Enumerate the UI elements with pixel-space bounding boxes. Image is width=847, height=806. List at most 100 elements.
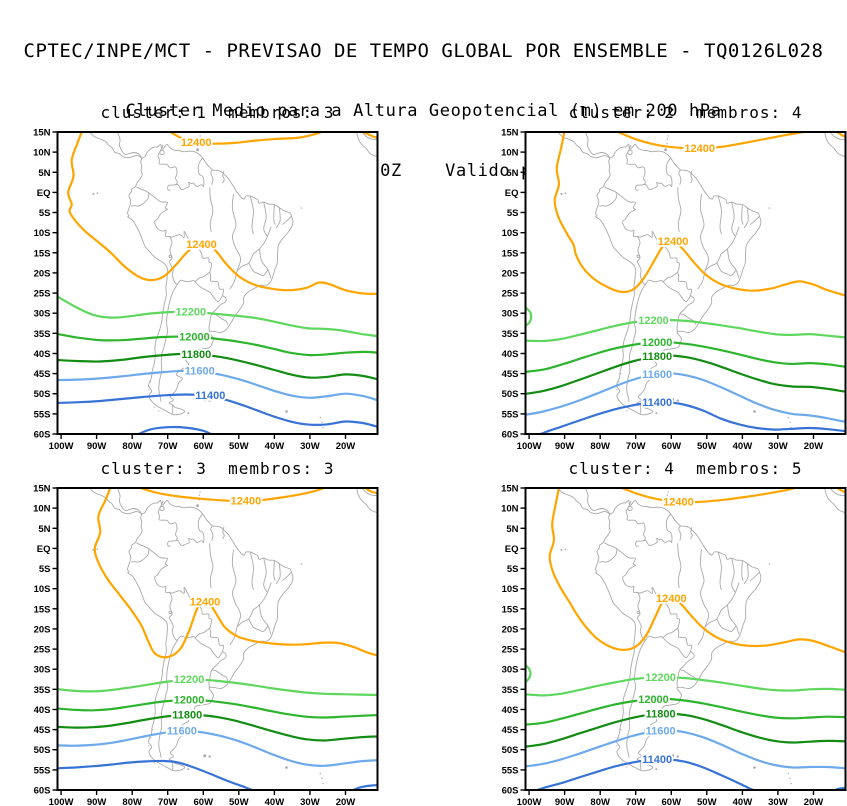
country-border xyxy=(677,627,693,652)
contour-label-11800: 11800 xyxy=(642,351,672,363)
country-border xyxy=(281,571,292,581)
country-border xyxy=(158,283,179,402)
country-border xyxy=(89,132,143,159)
contour-label-12400: 12400 xyxy=(663,497,694,509)
contour-11200 xyxy=(136,425,214,434)
panel-cluster-1: cluster: 1 membros: 3 12400 12400 12200 120… xyxy=(24,98,382,450)
lat-label: 35S xyxy=(502,329,519,340)
island-dot xyxy=(617,399,619,401)
contour-12000 xyxy=(525,697,846,726)
lat-label: 55S xyxy=(502,765,519,776)
country-border xyxy=(824,132,846,158)
island-dot xyxy=(300,207,303,209)
island-dot xyxy=(153,762,155,764)
lon-label: 20W xyxy=(336,441,356,450)
contour-label-12400: 12400 xyxy=(181,137,212,149)
south-america-coastline xyxy=(127,500,294,772)
island-dot xyxy=(321,777,323,779)
island-dot xyxy=(676,399,679,402)
country-border xyxy=(168,236,173,263)
lon-label: 50W xyxy=(229,441,249,450)
lon-label: 100W xyxy=(517,797,542,806)
lat-label: 10N xyxy=(501,504,519,515)
island-dot xyxy=(666,494,669,496)
lat-label: 30S xyxy=(502,309,519,320)
country-border xyxy=(665,157,673,187)
contour-label-11400: 11400 xyxy=(642,397,672,409)
panel-title-cluster-1: cluster: 1 membros: 3 xyxy=(100,103,335,122)
country-border xyxy=(643,537,672,547)
country-border xyxy=(168,592,173,619)
country-border xyxy=(727,248,740,279)
map-frame xyxy=(524,487,847,791)
south-america-coastline xyxy=(595,500,762,772)
lon-label: 60W xyxy=(194,797,214,806)
contour-11800 xyxy=(57,352,378,381)
contour-labels: 12400 12400 12200 12000 11800 11600 xyxy=(165,494,263,740)
map-geography xyxy=(557,488,846,772)
island-dot xyxy=(158,410,160,412)
contour-lines xyxy=(57,132,378,434)
lat-label: 25S xyxy=(34,645,51,656)
lat-label: 5S xyxy=(507,208,519,219)
country-border xyxy=(677,187,682,232)
country-border xyxy=(209,627,225,652)
country-border xyxy=(89,488,143,515)
island-dot xyxy=(321,421,323,423)
panel-cluster-3: cluster: 3 membros: 3 12400 12400 12200 120… xyxy=(24,454,382,806)
country-border xyxy=(248,618,269,632)
lat-label: 30S xyxy=(34,665,51,676)
contour-12400 xyxy=(615,132,809,150)
country-border xyxy=(677,543,682,588)
contour-11600 xyxy=(525,372,846,423)
island-dot xyxy=(92,193,95,195)
lat-label: 45S xyxy=(34,725,51,736)
country-border xyxy=(699,549,705,605)
island-dot xyxy=(787,772,789,775)
contour-label-12400: 12400 xyxy=(684,143,715,155)
south-america-coastline xyxy=(595,144,762,416)
lat-label: 5N xyxy=(506,524,518,535)
island-dot xyxy=(666,138,669,140)
country-border xyxy=(662,627,678,639)
island-dot xyxy=(203,398,207,402)
contour-label-12000: 12000 xyxy=(174,695,205,707)
contour-label-11400: 11400 xyxy=(195,390,225,402)
island-dot xyxy=(322,426,324,429)
lat-label: 5N xyxy=(506,168,518,179)
lon-label: 30W xyxy=(300,441,320,450)
contour-11800 xyxy=(525,354,846,395)
lon-label: 90W xyxy=(87,441,107,450)
country-border xyxy=(749,571,760,581)
island-dot xyxy=(199,135,201,137)
lon-label: 70W xyxy=(158,797,178,806)
country-border xyxy=(154,564,170,594)
country-border xyxy=(116,488,143,515)
country-border xyxy=(208,295,227,332)
lon-label: 100W xyxy=(49,441,74,450)
country-border xyxy=(717,551,722,590)
south-america-coastline xyxy=(127,144,294,416)
island-dot xyxy=(560,193,563,195)
island-dot xyxy=(618,381,620,383)
island-dot xyxy=(621,762,623,764)
lat-label: 10N xyxy=(33,504,51,515)
lat-label: 20S xyxy=(34,268,51,279)
country-border xyxy=(716,618,737,632)
contour-label-12000: 12000 xyxy=(179,332,210,344)
island-dot xyxy=(208,755,211,758)
lon-label: 80W xyxy=(590,797,610,806)
lon-label: 60W xyxy=(194,441,214,450)
country-border xyxy=(721,226,740,254)
country-border xyxy=(175,537,204,547)
country-border xyxy=(599,192,618,207)
country-border xyxy=(222,170,225,184)
lon-label: 30W xyxy=(768,441,788,450)
island-dot xyxy=(667,135,669,137)
panel-title-cluster-4: cluster: 4 membros: 5 xyxy=(568,459,803,478)
contour-label-12200: 12200 xyxy=(174,674,205,686)
country-border xyxy=(716,262,737,276)
country-border xyxy=(136,186,168,210)
country-border xyxy=(222,526,225,540)
lat-label: 55S xyxy=(34,765,51,776)
